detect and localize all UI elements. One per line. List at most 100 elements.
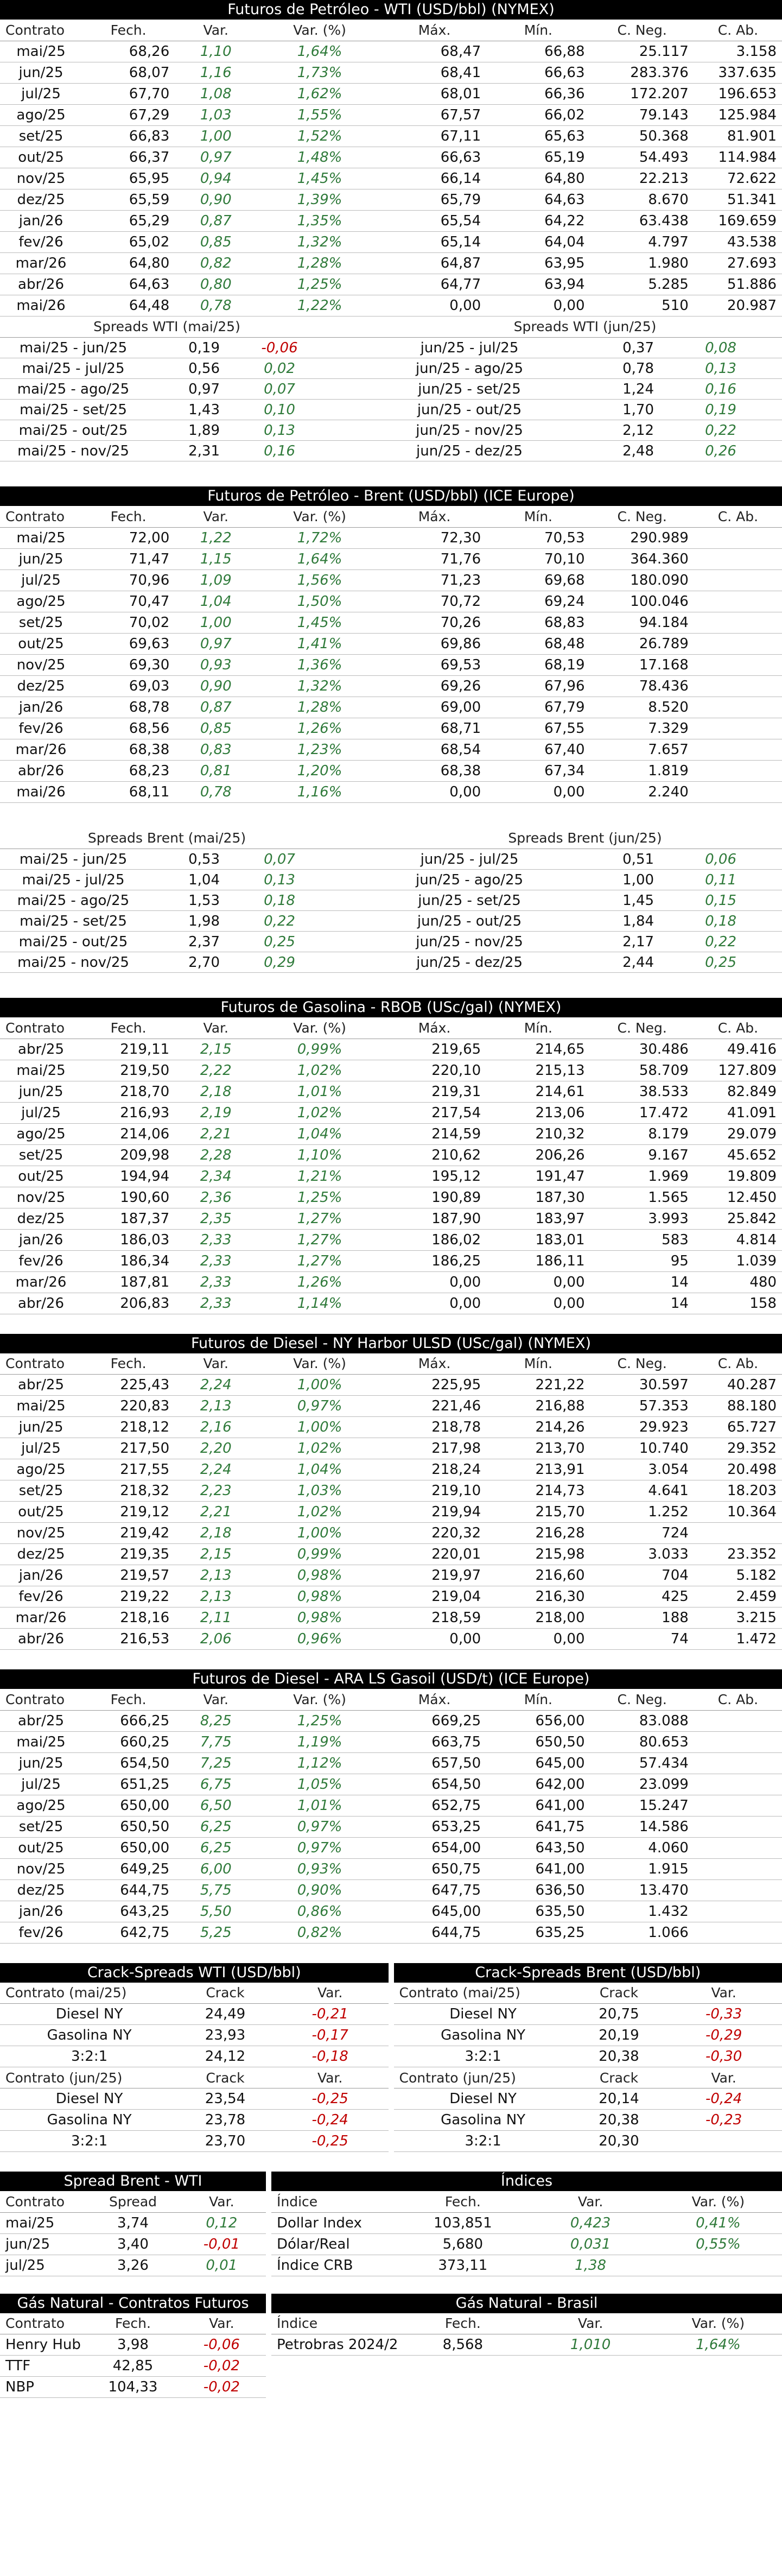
table-cell: 188	[662, 1610, 689, 1626]
column-header: Contrato	[0, 2313, 89, 2334]
table-cell: 218,24	[431, 1461, 481, 1478]
table-cell: 214,06	[120, 1125, 170, 1142]
table-cell: 0,41%	[696, 2214, 741, 2231]
table-cell: 657,50	[431, 1755, 481, 1771]
spread-cell: 0,16	[705, 381, 736, 397]
table-cell: 0,90	[200, 678, 232, 694]
table-cell: 67,96	[544, 678, 585, 694]
column-header: C. Neg.	[590, 1689, 694, 1711]
column-header: Var.	[175, 1353, 257, 1375]
table-cell: 65,95	[129, 170, 170, 187]
table-cell: 3.158	[736, 43, 777, 60]
table-row: mai/25 3,74 0,12	[0, 2212, 266, 2233]
table-cell: 29.352	[727, 1440, 777, 1457]
table-cell: 1,48%	[297, 149, 342, 166]
table-cell: 2.459	[736, 1588, 777, 1605]
table-row: out/25 219,12 2,21 1,02% 219,94 215,70 1.252 10…	[0, 1502, 782, 1523]
table-cell: 41.091	[727, 1104, 777, 1121]
crack-row: Gasolina NY 20,19 -0,29	[393, 2025, 782, 2046]
table-cell: 88.180	[727, 1398, 777, 1414]
table-cell: 68,78	[129, 699, 170, 716]
table-row: nov/25 190,60 2,36 1,25% 190,89 187,30 1.565 12…	[0, 1187, 782, 1208]
spread-cell: jun/25 - dez/25	[416, 442, 523, 459]
spread-cell: 0,25	[264, 933, 295, 950]
table-cell	[694, 697, 782, 718]
table-cell: 1.066	[648, 1924, 689, 1941]
table-cell: 69,63	[129, 635, 170, 652]
crack-spreads: Crack-Spreads WTI (USD/bbl) Contrato (ma…	[0, 1963, 782, 2153]
table-cell: 2,23	[200, 1483, 232, 1499]
table-cell: 1.472	[736, 1631, 777, 1647]
table-cell: 67,29	[129, 106, 170, 123]
table-row: ago/25 67,29 1,03 1,55% 67,57 66,02 79.143 125.…	[0, 104, 782, 125]
table-cell: 64,87	[440, 255, 481, 271]
spread-cell: jun/25 - nov/25	[416, 933, 523, 950]
crack-cell: 24,49	[205, 2006, 246, 2022]
gas-futures-title: Gás Natural - Contratos Futuros	[0, 2293, 266, 2313]
table-cell: 2,33	[200, 1231, 232, 1248]
table-cell: 337.635	[718, 64, 777, 81]
spacer	[334, 420, 388, 441]
spacer	[334, 441, 388, 461]
table-row: jan/26 65,29 0,87 1,35% 65,54 64,22 63.438 169.…	[0, 210, 782, 231]
table-cell: jul/25	[21, 85, 61, 102]
table-cell: 187,81	[120, 1274, 170, 1290]
table-cell: 1,39%	[297, 191, 342, 208]
table-cell: 14	[670, 1295, 689, 1312]
table-cell: 12.450	[727, 1189, 777, 1206]
table-cell: 64,80	[544, 170, 585, 187]
crack-cell: -0,30	[705, 2048, 742, 2065]
column-header: Fech.	[82, 1017, 175, 1039]
table-cell: 72,30	[440, 529, 481, 546]
table-cell: 1,04%	[297, 1125, 342, 1142]
table-cell: 216,60	[535, 1567, 585, 1584]
table-cell: 43.538	[727, 233, 777, 250]
table-row: abr/26 64,63 0,80 1,25% 64,77 63,94 5.285 51.88…	[0, 274, 782, 295]
column-header: Fech.	[82, 506, 175, 528]
crack-cell: -0,33	[705, 2006, 742, 2022]
table-cell: -0,06	[203, 2337, 240, 2353]
table-cell: 209,98	[120, 1147, 170, 1163]
spread-cell: mai/25 - ago/25	[17, 381, 130, 397]
gas-futures: Gás Natural - Contratos Futuros Contrato…	[0, 2293, 266, 2398]
spacer	[334, 911, 388, 932]
table-cell: 0,85	[200, 720, 232, 737]
table-row: fev/26 186,34 2,33 1,27% 186,25 186,11 95 1.039	[0, 1250, 782, 1271]
table-cell: 71,47	[129, 550, 170, 567]
table-cell: jun/25	[5, 2236, 50, 2252]
table-cell: 2,35	[200, 1210, 232, 1227]
spread-cell: 1,70	[622, 401, 654, 418]
table-row: jun/25 71,47 1,15 1,64% 71,76 70,10 364.360	[0, 548, 782, 569]
table-cell: 373,11	[438, 2257, 488, 2274]
table-cell	[694, 633, 782, 654]
table-cell: 70,96	[129, 572, 170, 588]
gasoil-table: Contrato Fech. Var. Var. (%) Máx. Mín. C. Neg.…	[0, 1689, 782, 1944]
table-cell: 660,25	[120, 1733, 170, 1750]
table-row: TTF 42,85 -0,02	[0, 2356, 266, 2377]
table-cell: 3.033	[648, 1546, 689, 1562]
table-cell: out/25	[18, 1504, 64, 1520]
indices-title: Índices	[271, 2172, 782, 2191]
table-cell: 5,25	[200, 1924, 232, 1941]
spread-cell: mai/25 - jun/25	[19, 339, 128, 356]
column-header: C. Ab.	[694, 20, 782, 41]
table-row: Dólar/Real 5,680 0,031 0,55%	[271, 2233, 782, 2255]
table-row: jul/25 70,96 1,09 1,56% 71,23 69,68 180.090	[0, 569, 782, 591]
table-cell: abr/25	[18, 1041, 65, 1058]
column-header: Var.	[175, 1017, 257, 1039]
table-row: ago/25 70,47 1,04 1,50% 70,72 69,24 100.046	[0, 591, 782, 612]
table-cell: 7,75	[200, 1733, 232, 1750]
brent-spreads-right-title: Spreads Brent (jun/25)	[388, 827, 782, 849]
table-cell: 0,00	[449, 1295, 481, 1312]
table-cell: mar/26	[15, 255, 67, 271]
table-cell: 652,75	[431, 1797, 481, 1814]
spread-cell: 2,48	[622, 442, 654, 459]
table-cell: 68,48	[544, 635, 585, 652]
table-cell: 1,21%	[297, 1168, 342, 1185]
table-row: mai/26 64,48 0,78 1,22% 0,00 0,00 510 20.987	[0, 295, 782, 316]
table-cell: 3.054	[648, 1461, 689, 1478]
table-cell: 80.653	[639, 1733, 689, 1750]
table-row: abr/25 225,43 2,24 1,00% 225,95 221,22 30.597 4…	[0, 1375, 782, 1396]
table-cell: 68,41	[440, 64, 481, 81]
table-cell: 1,27%	[297, 1231, 342, 1248]
